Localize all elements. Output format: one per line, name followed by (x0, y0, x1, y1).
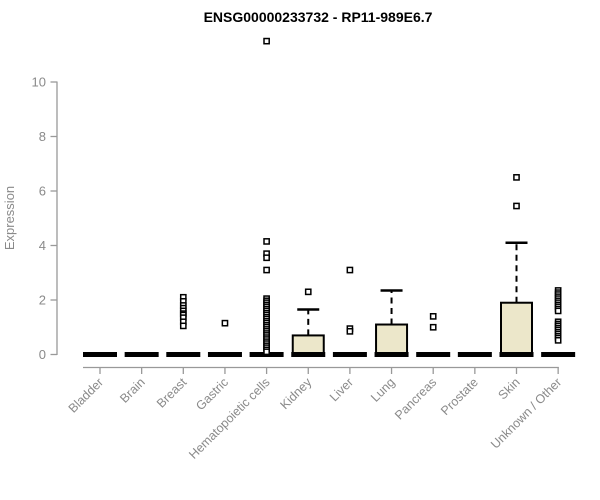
x-tick-label: Breast (154, 375, 190, 411)
outlier-point (221, 319, 229, 327)
outlier-point (346, 266, 354, 274)
collapsed-box (166, 352, 201, 357)
box-prostate (457, 352, 492, 357)
x-tick-label: Gastric (193, 375, 231, 413)
x-tick-label: Skin (496, 375, 523, 402)
x-tick-label: Unknown / Other (488, 375, 564, 451)
outlier-point (554, 307, 562, 315)
y-tick-label: 8 (39, 129, 46, 144)
x-tick-label: Lung (368, 375, 398, 405)
box-skin (499, 174, 534, 357)
y-tick-label: 10 (32, 75, 46, 90)
outlier-point (263, 238, 270, 245)
median-bar (374, 352, 409, 357)
collapsed-box (457, 352, 492, 357)
boxes-layer (83, 37, 576, 357)
outlier-point (263, 266, 270, 274)
collapsed-box (541, 352, 576, 357)
y-axis-label: Expression (2, 186, 17, 250)
y-tick-label: 6 (39, 184, 46, 199)
collapsed-box (332, 352, 367, 357)
box-pancreas (416, 313, 451, 357)
outlier-point (429, 323, 437, 331)
box-gastric (207, 319, 242, 357)
collapsed-box (124, 352, 159, 357)
outlier-point (263, 348, 270, 356)
outlier-point (263, 37, 270, 45)
x-tick-label: Brain (117, 375, 148, 406)
box-unknown-other (541, 287, 576, 357)
collapsed-box (83, 352, 117, 357)
y-tick-label: 4 (39, 238, 46, 253)
x-tick-label: Pancreas (392, 375, 439, 422)
box-hematopoietic-cells (249, 37, 284, 357)
x-tick-label: Kidney (277, 375, 314, 412)
y-tick-label: 0 (39, 347, 46, 362)
box-lung (374, 289, 409, 357)
x-tick-label: Bladder (66, 375, 106, 415)
box-bladder (83, 352, 117, 357)
box-body (375, 323, 409, 356)
box-liver (332, 266, 367, 357)
outlier-point (304, 288, 312, 296)
collapsed-box (207, 352, 242, 357)
collapsed-box (416, 352, 451, 357)
median-bar (291, 352, 326, 357)
box-brain (124, 352, 159, 357)
x-tick-label: Liver (327, 375, 356, 404)
box-breast (166, 293, 201, 357)
x-tick-label: Hematopoietic cells (186, 375, 273, 462)
outlier-point (346, 327, 354, 335)
outlier-point (513, 174, 520, 181)
x-tick-label: Prostate (438, 375, 481, 418)
outlier-point (429, 313, 437, 320)
median-bar (499, 352, 534, 357)
box-body (291, 334, 325, 356)
outlier-point (179, 322, 187, 330)
outlier-point (263, 254, 270, 262)
box-body (500, 301, 533, 356)
axes-layer: 0 2 4 6 8 10 Bladder Brain Breast GastricHematopo… (32, 75, 565, 462)
y-tick-label: 2 (39, 293, 46, 308)
chart-title: ENSG00000233732 - RP11-989E6.7 (204, 9, 433, 25)
box-kidney (291, 288, 326, 357)
outlier-point (554, 336, 562, 344)
outlier-point (513, 202, 520, 210)
